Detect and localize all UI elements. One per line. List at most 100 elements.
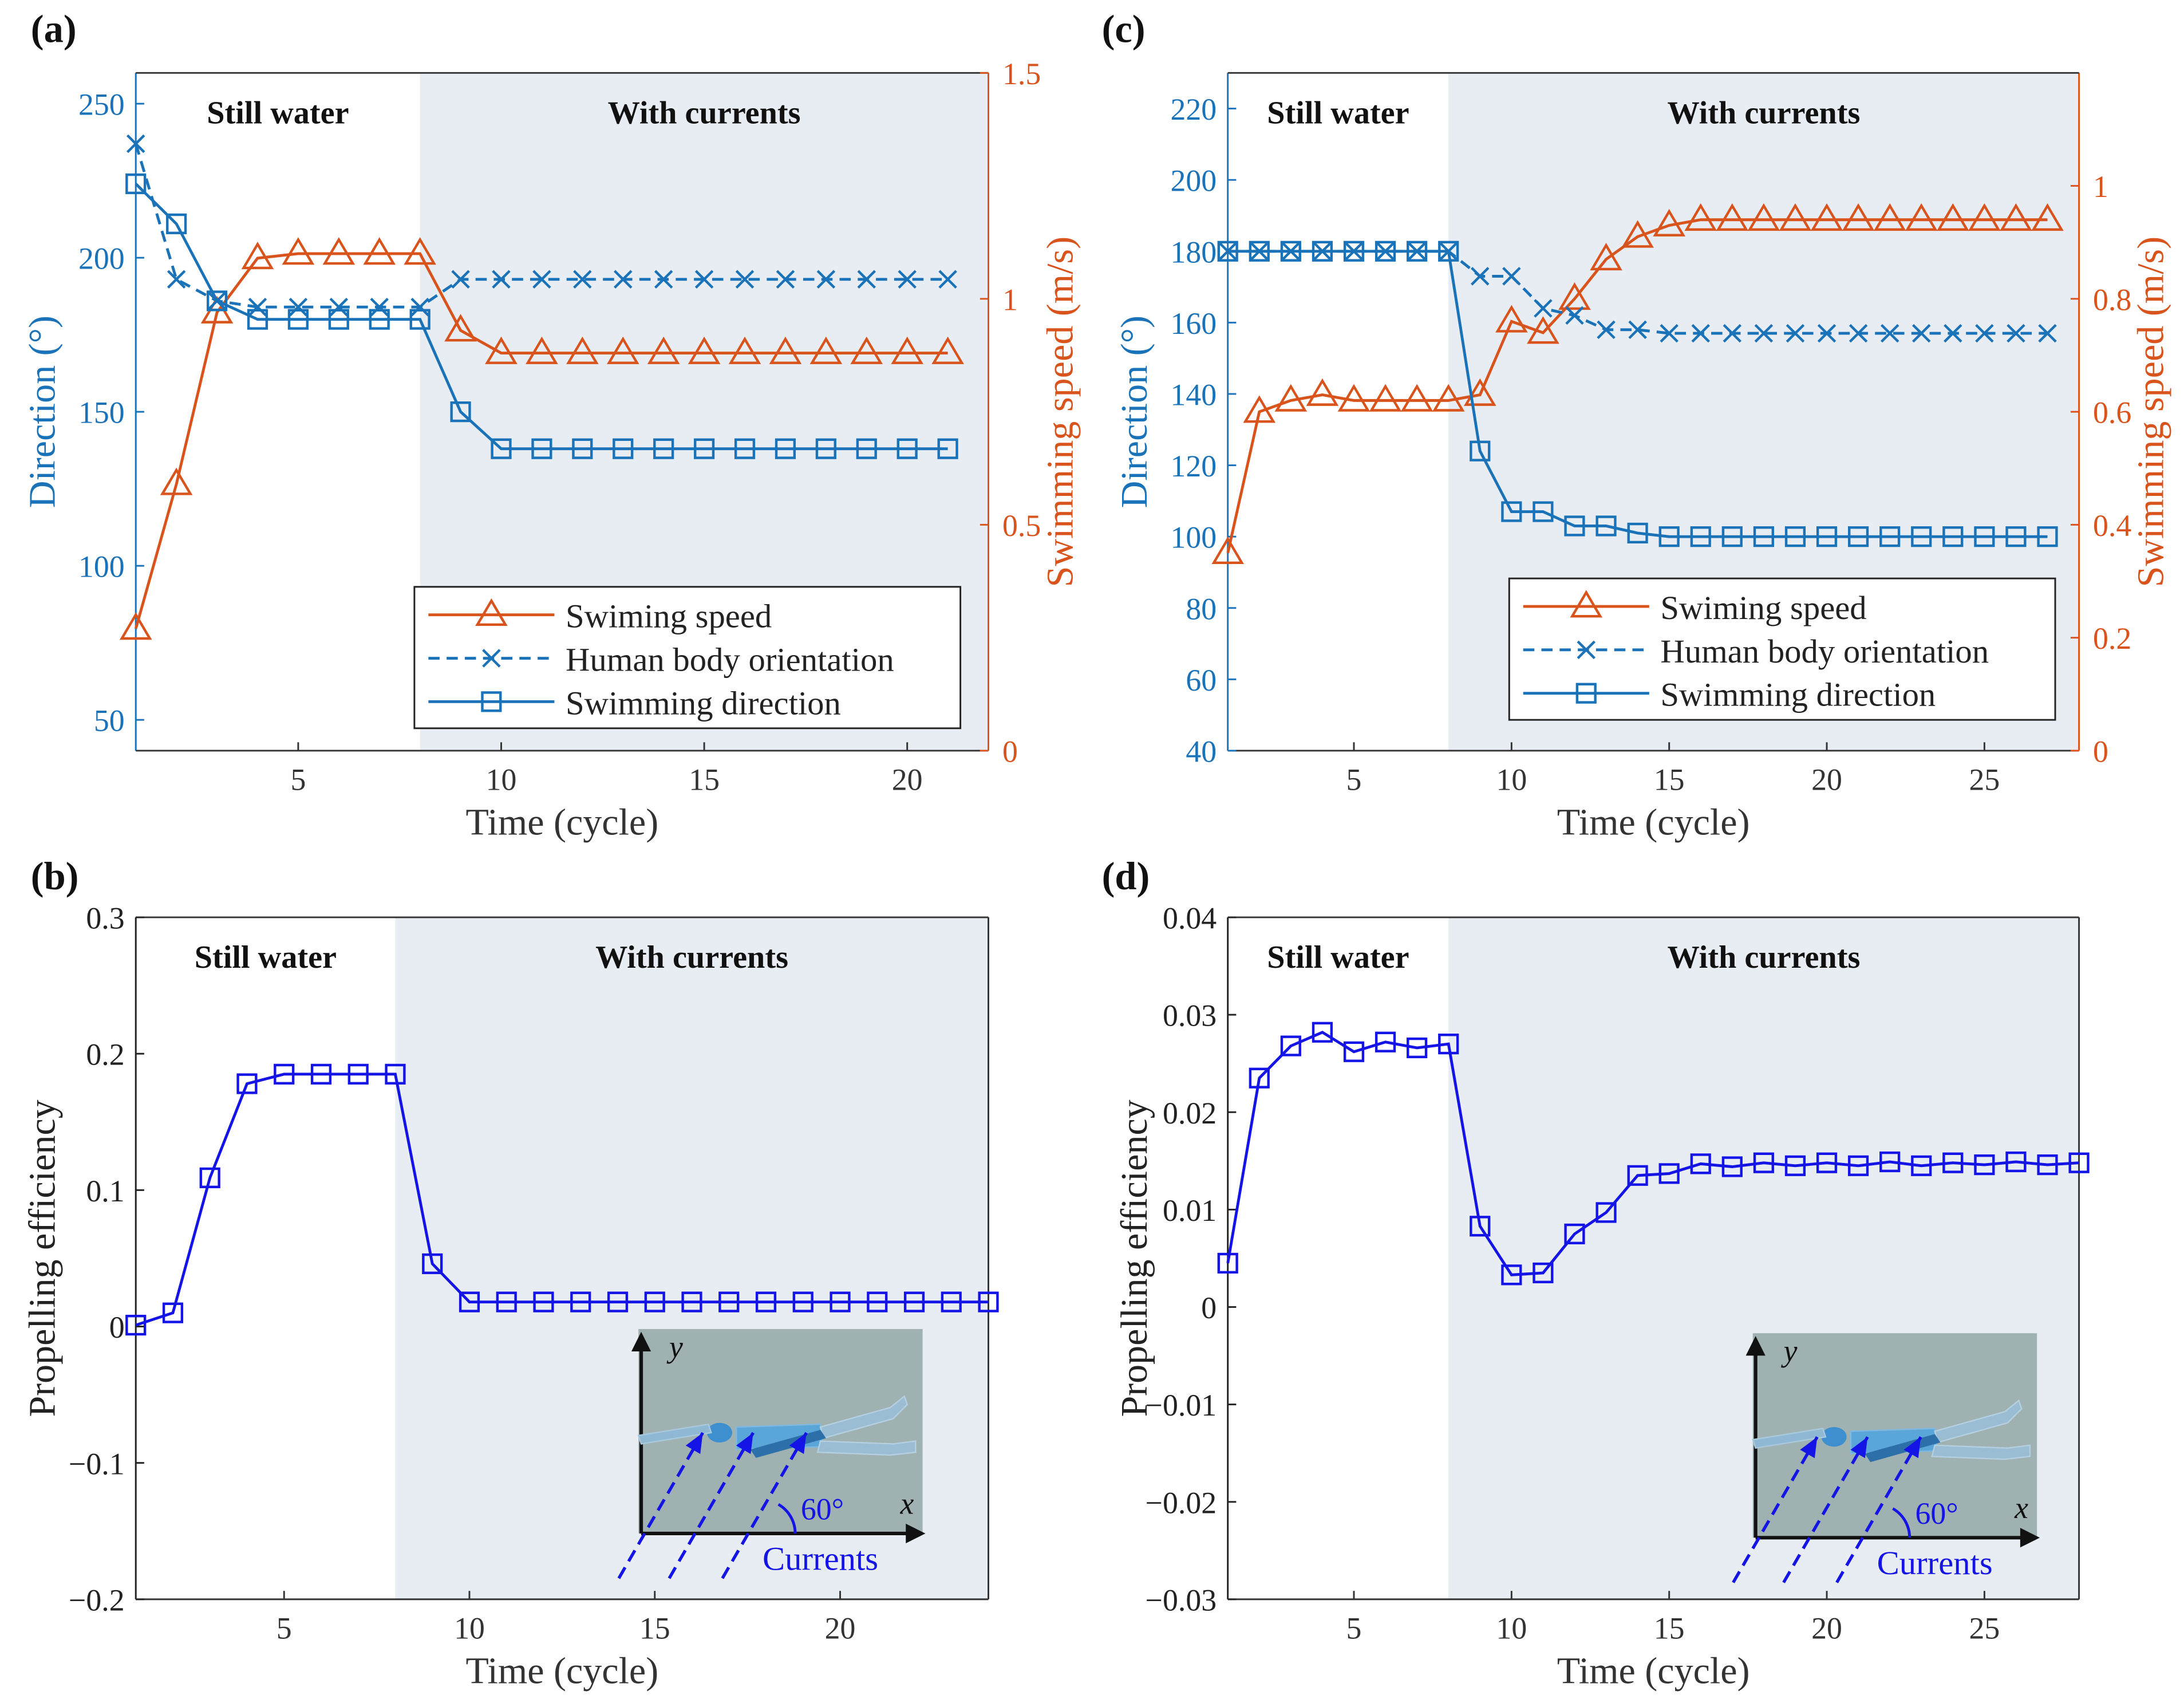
data-point: [1243, 395, 1276, 423]
data-point: [410, 297, 429, 317]
data-point: [491, 438, 512, 459]
x-tick-label: 25: [1969, 762, 2000, 797]
swimmer-figure: [637, 1395, 917, 1458]
y-tick-label-left: 100: [78, 550, 125, 584]
data-point: [1942, 1152, 1964, 1173]
data-point: [1527, 316, 1559, 344]
data-point: [1974, 526, 1995, 547]
data-point: [1721, 1156, 1743, 1177]
data-point: [1912, 324, 1931, 343]
data-point: [1470, 1216, 1491, 1237]
data-point: [937, 438, 958, 459]
data-point-stroke: [532, 270, 551, 289]
data-point: [1684, 203, 1717, 231]
data-point: [769, 336, 802, 364]
data-point: [1280, 1035, 1301, 1057]
data-point: [1502, 267, 1521, 286]
x-tick-label: 10: [1496, 762, 1527, 797]
data-point: [409, 309, 431, 330]
y-tick-label-left: 150: [78, 396, 125, 430]
data-point: [1873, 203, 1906, 231]
data-point: [1937, 203, 1969, 231]
y-tick-label-left: 220: [1170, 92, 1217, 127]
x-tick-label: 5: [277, 1611, 292, 1645]
data-point-stroke: [1565, 306, 1584, 325]
data-point: [236, 1073, 258, 1094]
data-point: [1343, 1041, 1365, 1062]
inset-y-label: y: [1781, 1334, 1798, 1368]
x-tick-label: 20: [825, 1611, 856, 1645]
data-point: [728, 336, 761, 364]
data-point-stroke: [410, 297, 429, 317]
data-point: [735, 270, 755, 289]
data-point: [1564, 1223, 1585, 1244]
series-propelling-efficiency: [125, 1063, 999, 1336]
data-point: [1407, 1037, 1428, 1059]
data-point-stroke: [451, 270, 470, 289]
data-point-stroke: [776, 270, 795, 289]
x-tick-label: 5: [1346, 762, 1362, 797]
data-point: [607, 1291, 629, 1312]
y-tick-label-left: 0: [1201, 1291, 1217, 1325]
data-point: [688, 336, 721, 364]
data-point: [755, 1291, 777, 1312]
data-point-stroke: [1975, 324, 1994, 343]
data-point: [1312, 241, 1333, 262]
data-point-stroke: [1723, 324, 1742, 343]
data-point: [1653, 208, 1685, 236]
data-point-stroke: [1912, 324, 1931, 343]
data-point: [167, 270, 186, 289]
data-point: [1217, 1252, 1238, 1274]
data-point: [1721, 526, 1743, 547]
x-axis-label: Time (cycle): [466, 1650, 659, 1692]
y-tick-label-right: 1: [1002, 282, 1018, 317]
inset-y-label: y: [666, 1330, 683, 1364]
data-point: [1779, 203, 1812, 231]
data-point: [1274, 384, 1308, 412]
y-tick-label-left: −0.03: [1146, 1583, 1217, 1617]
data-point: [485, 336, 518, 364]
data-point-stroke: [167, 270, 186, 289]
data-point: [613, 438, 634, 459]
data-point: [247, 309, 268, 330]
series-swimming-direction: [125, 173, 958, 459]
data-point: [614, 270, 633, 289]
data-point: [322, 237, 356, 265]
data-point: [644, 1291, 665, 1312]
y-tick-label-left: 80: [1186, 592, 1217, 626]
legend-marker: [482, 649, 501, 668]
series-line: [1226, 1030, 2079, 1276]
data-point: [573, 270, 592, 289]
inset-swimmer-diagram: y x 60° Currents: [617, 1329, 926, 1579]
region-label-with-currents: With currents: [1667, 940, 1860, 975]
data-point: [1343, 241, 1365, 262]
data-point: [857, 270, 876, 289]
data-point: [931, 336, 964, 364]
data-point: [1595, 1202, 1617, 1223]
data-point: [694, 270, 714, 289]
y-tick-label-left: 120: [1170, 449, 1217, 483]
data-point: [1942, 526, 1964, 547]
data-point: [606, 336, 639, 364]
data-point-stroke: [1849, 324, 1868, 343]
data-point: [856, 438, 877, 459]
data-point: [1810, 203, 1843, 231]
data-point: [1784, 526, 1806, 547]
data-point: [809, 336, 843, 364]
data-point: [533, 1291, 554, 1312]
series-line: [135, 1073, 989, 1327]
data-point-stroke: [898, 270, 917, 289]
data-point: [1501, 501, 1522, 522]
data-point: [1879, 1151, 1901, 1173]
data-point: [363, 237, 396, 265]
data-point: [647, 336, 680, 364]
current-arrow: [1782, 1436, 1869, 1583]
y-tick-label-left: 0.1: [86, 1174, 124, 1208]
data-point: [776, 270, 795, 289]
data-point: [1691, 324, 1710, 343]
data-point: [289, 297, 308, 317]
y-tick-label-right: 0.4: [2093, 508, 2131, 543]
swimmer-head: [1821, 1427, 1847, 1447]
data-point: [570, 1291, 591, 1312]
